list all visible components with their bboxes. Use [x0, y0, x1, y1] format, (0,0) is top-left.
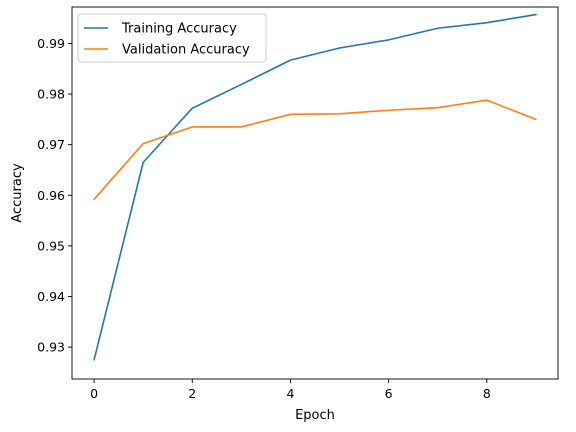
y-tick-label: 0.95: [37, 238, 65, 253]
x-tick-label: 2: [188, 386, 196, 401]
series-line-0: [93, 13, 537, 361]
x-axis-label: Epoch: [295, 408, 335, 423]
x-tick-label: 4: [286, 386, 294, 401]
x-axis: 0 2 4 6 8: [90, 379, 491, 401]
x-tick-label: 0: [90, 386, 98, 401]
y-tick-label: 0.96: [37, 188, 65, 203]
y-axis: 0.93 0.94 0.95 0.96 0.97 0.98 0.99: [37, 36, 72, 355]
y-tick-label: 0.99: [37, 36, 65, 51]
y-tick-label: 0.94: [37, 289, 65, 304]
y-axis-label: Accuracy: [10, 163, 25, 223]
legend-label-validation: Validation Accuracy: [122, 43, 250, 58]
y-tick-label: 0.93: [37, 340, 65, 355]
legend-box: [77, 13, 267, 63]
y-tick-label: 0.98: [37, 87, 65, 102]
x-tick-label: 8: [483, 386, 491, 401]
legend: Training Accuracy Validation Accuracy: [77, 13, 267, 63]
legend-label-training: Training Accuracy: [121, 22, 237, 37]
x-tick-label: 6: [385, 386, 393, 401]
series-layer: [93, 13, 537, 361]
y-tick-label: 0.97: [37, 137, 65, 152]
series-line-1: [93, 99, 537, 201]
plot-frame: [71, 6, 559, 380]
